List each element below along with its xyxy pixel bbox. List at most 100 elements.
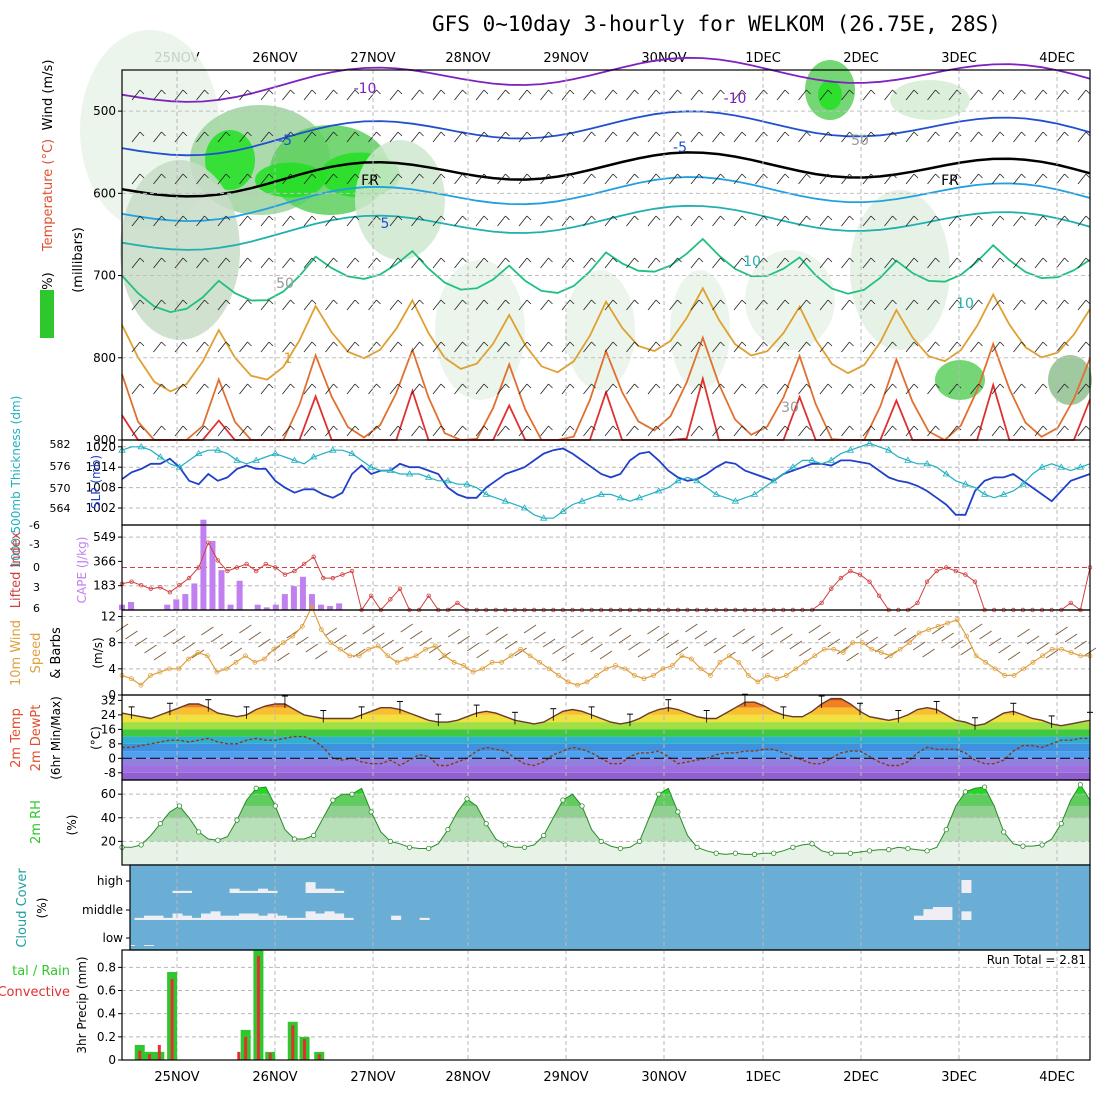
wind-barb (526, 425, 532, 431)
wind-barb (475, 257, 485, 269)
wind-barb (303, 383, 313, 395)
precip-legend-conv: Convective (0, 985, 70, 1000)
dewpt-axis-label: 2m DewPt (29, 705, 44, 772)
wind-barb (784, 257, 790, 263)
lifted-marker (196, 565, 201, 570)
cape-bar (290, 586, 297, 610)
wind-barb (440, 341, 446, 347)
wind-barb (733, 425, 743, 437)
wind-barb (411, 383, 420, 395)
thickness-marker (597, 490, 605, 497)
wind-barb (720, 425, 725, 431)
wind-marker (707, 672, 713, 678)
wind-barb (346, 131, 356, 143)
wind-marker (660, 666, 666, 672)
wind-barb (991, 383, 1001, 395)
wind-barb (540, 131, 549, 143)
wind-barb (381, 639, 394, 649)
lifted-tick-label: -3 (29, 538, 40, 551)
wind-barb (161, 341, 166, 347)
wind10m-unit-label: (m/s) (91, 637, 105, 668)
wind-barb (827, 131, 833, 137)
wind-barb (798, 173, 807, 185)
wind-barb (892, 425, 897, 431)
wind-barb (849, 425, 854, 431)
wind-barb (935, 425, 940, 431)
wind-barb (483, 173, 489, 179)
wind-barb (1074, 640, 1087, 650)
temp-band (122, 722, 1090, 730)
wind-barb (485, 626, 499, 636)
wind-marker (821, 646, 827, 652)
wind-barb (247, 383, 252, 389)
wind-barb (948, 425, 958, 437)
wind-barb (870, 341, 876, 347)
wind-barb (540, 215, 549, 227)
lifted-marker (244, 561, 249, 567)
wind-barb (217, 341, 227, 353)
wind-barb (518, 257, 528, 269)
wind-marker (261, 656, 267, 662)
wind-barb (354, 173, 360, 179)
wind-barb (870, 383, 876, 389)
wind-barb (862, 257, 872, 269)
wind-barb (604, 383, 614, 395)
wind-barb (818, 631, 831, 641)
wind-barb (634, 173, 639, 179)
wind-barb (755, 257, 764, 269)
wind-barb (419, 341, 424, 347)
wind-barb (1064, 633, 1078, 643)
precip-conv-bar (138, 1050, 142, 1060)
lifted-marker (426, 593, 431, 599)
wind-marker (565, 679, 571, 685)
wind-marker (622, 666, 628, 672)
wind-barb (247, 341, 252, 347)
lifted-marker (1068, 600, 1074, 606)
wind-barb (806, 173, 811, 179)
contour-label: 30 (781, 400, 799, 416)
wind-barb (892, 89, 897, 95)
wind-marker (537, 659, 542, 665)
wind-barb (733, 173, 743, 185)
wind-barb (225, 131, 231, 137)
wind-barb (841, 383, 850, 395)
rh-band (122, 841, 1090, 865)
wind-marker (755, 679, 761, 685)
wind-barb (927, 341, 936, 353)
wind-barb (139, 131, 145, 137)
rh-shading (205, 130, 255, 190)
wind-barb (239, 89, 248, 101)
cloud-bar (961, 911, 972, 920)
wind-barb (397, 341, 403, 347)
wind-marker (850, 640, 856, 646)
wind-marker (508, 653, 514, 659)
wind-marker (726, 653, 732, 659)
lifted-marker (934, 568, 939, 574)
lifted-marker (340, 572, 345, 577)
wind-barb (411, 173, 420, 185)
wind-barb (612, 89, 618, 95)
wind-barb (913, 131, 919, 137)
wind-barb (927, 383, 936, 395)
wind-barb (626, 257, 635, 269)
wind-barb (819, 383, 829, 395)
wind-barb (970, 89, 979, 101)
wind-barb (153, 131, 162, 143)
wind-barb (505, 299, 510, 305)
wind-barb (776, 299, 786, 311)
wind-barb (1034, 257, 1044, 269)
precip-conv-bar (244, 1036, 248, 1060)
thickness-marker (233, 456, 241, 463)
wind-barb (139, 425, 145, 431)
wind-barb (634, 215, 639, 221)
wind-barb (376, 131, 381, 137)
wind-barb (411, 257, 420, 269)
wind-barb (282, 131, 291, 143)
wind-barb (247, 131, 252, 137)
wind-barb (161, 89, 166, 95)
wind-barb (634, 257, 639, 263)
lifted-marker (301, 561, 307, 567)
precip-conv-bar (148, 1054, 152, 1060)
x-tick-label: 25NOV (154, 1070, 199, 1085)
wind-barb (432, 341, 442, 353)
